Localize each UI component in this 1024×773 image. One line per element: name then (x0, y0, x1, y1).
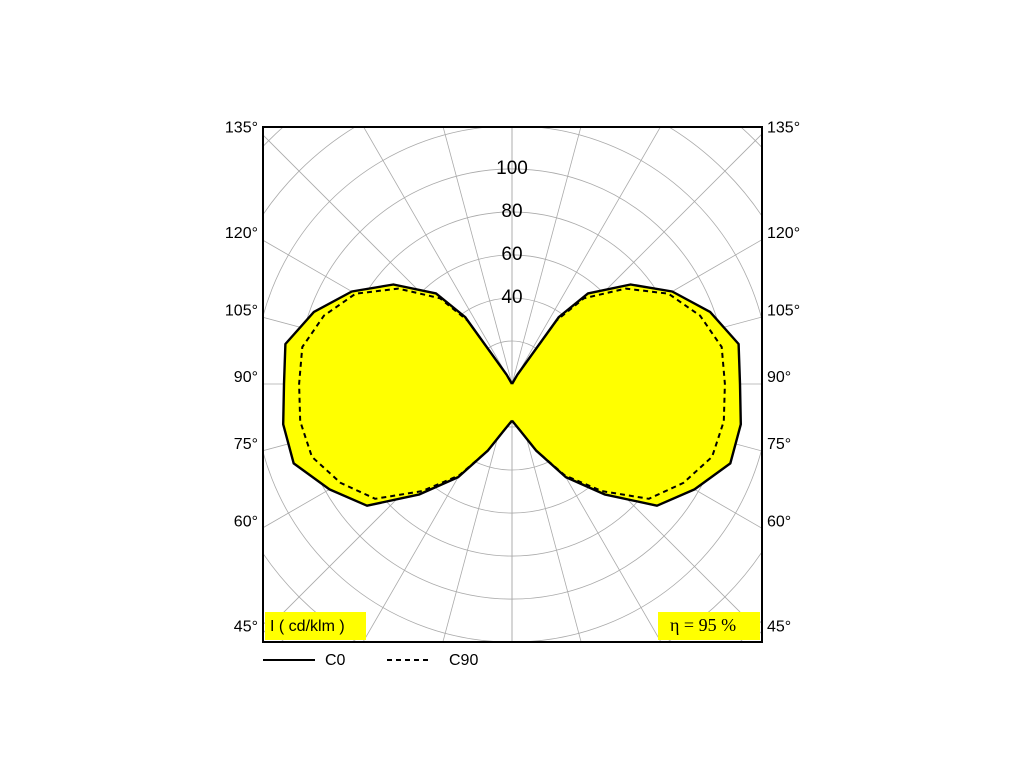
curves: 40 60 80 100 (282, 158, 742, 507)
angle-label-left: 90° (234, 369, 258, 386)
spoke (511, 127, 661, 385)
angle-label-left: 135° (225, 120, 258, 137)
r-tick-label: 40 (501, 287, 522, 308)
r-tick-label: 100 (496, 158, 528, 179)
plot-frame (262, 126, 763, 643)
spoke (511, 383, 582, 642)
angle-label-right: 60° (767, 513, 791, 530)
angle-label-right: 90° (767, 369, 791, 386)
angle-label-right: 75° (767, 436, 791, 453)
spoke (511, 127, 582, 385)
series-line (510, 283, 742, 507)
angle-label-right: 120° (767, 225, 800, 242)
unit-box (265, 612, 366, 640)
legend-label: C90 (449, 652, 478, 669)
spoke (442, 127, 513, 385)
lobe-fill (512, 284, 741, 506)
lobe-fill (283, 284, 512, 506)
spoke (442, 383, 513, 642)
angle-label-right: 45° (767, 619, 791, 636)
angle-label-right: 105° (767, 302, 800, 319)
angle-label-right: 135° (767, 120, 800, 137)
angle-label-left: 45° (234, 619, 258, 636)
series-line (511, 287, 726, 500)
efficiency-box (658, 612, 760, 640)
angle-label-left: 120° (225, 225, 258, 242)
spoke (363, 127, 513, 385)
legend-label: C0 (325, 652, 346, 669)
angle-label-left: 105° (225, 302, 258, 319)
series-line (282, 283, 514, 507)
series-line (298, 287, 513, 500)
r-tick-label: 60 (501, 244, 522, 265)
angle-label-left: 60° (234, 513, 258, 530)
angle-label-left: 75° (234, 436, 258, 453)
r-tick-label: 80 (501, 201, 522, 222)
unit-label: I ( cd/klm ) (270, 618, 345, 635)
efficiency-label: η = 95 % (670, 615, 736, 635)
